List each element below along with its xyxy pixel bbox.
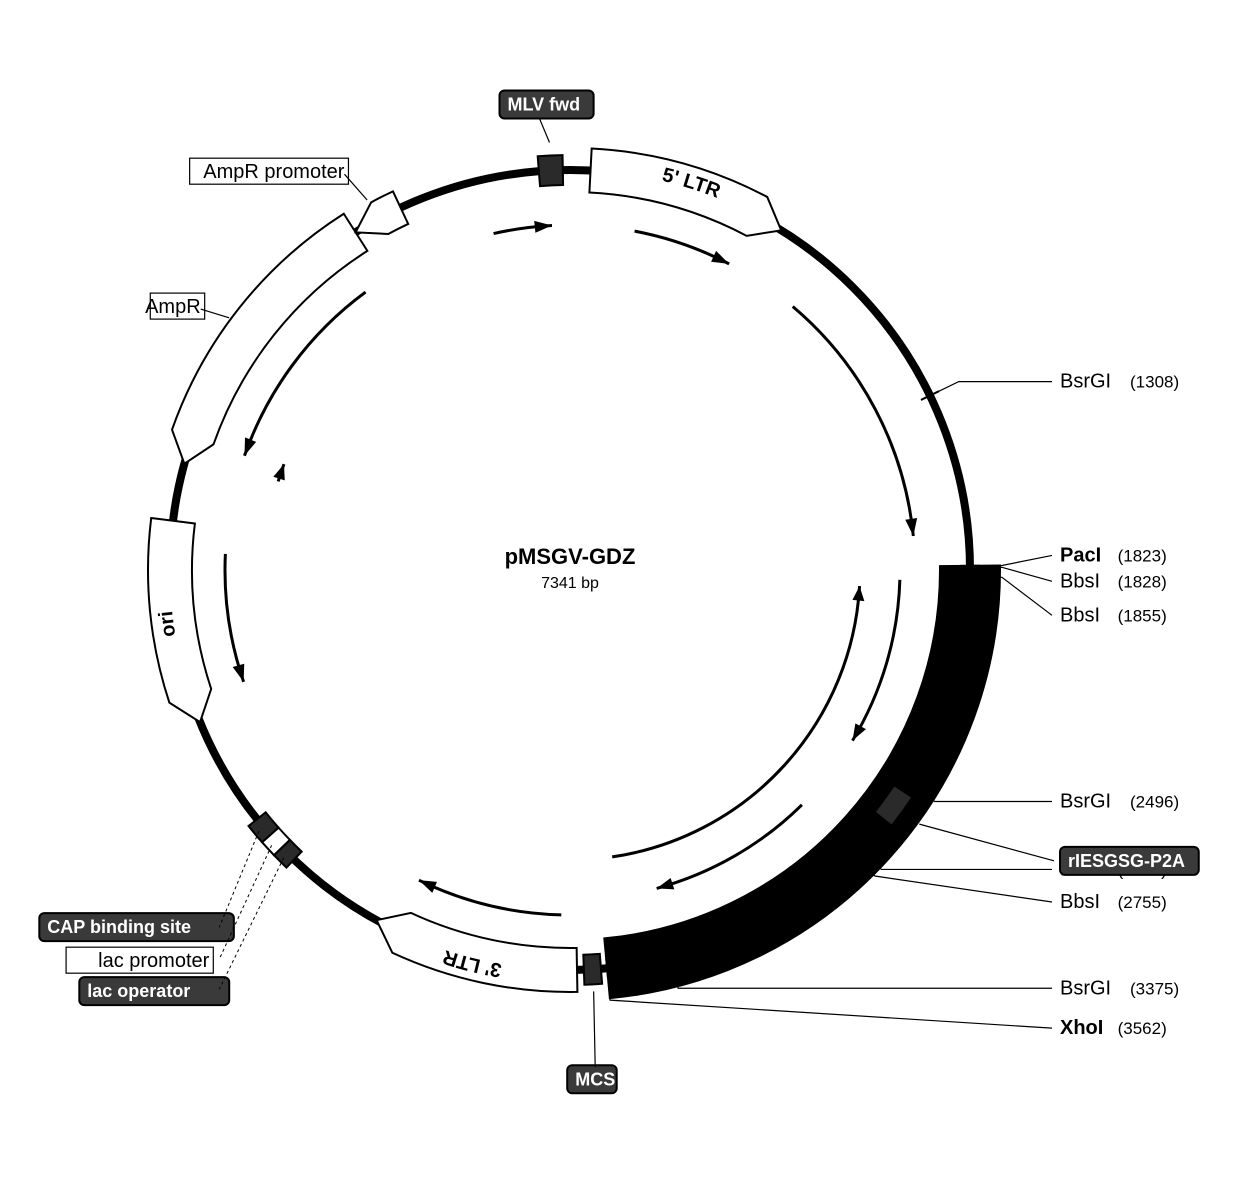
site-leader-0 (934, 382, 1052, 394)
inner-arrowhead-5 (852, 586, 864, 601)
inner-arc-7 (225, 554, 244, 682)
site-label-XhoI-3562: XhoI (3562) (1060, 1017, 1167, 1039)
site-leader-1 (974, 555, 1052, 565)
site-label-BbsI-1855: BbsI (1855) (1060, 604, 1167, 626)
site-enzyme: XhoI (1060, 1017, 1103, 1039)
site-label-BsrGI-2496: BsrGI (2496) (1060, 790, 1179, 812)
site-label-BbsI-1828: BbsI (1828) (1060, 570, 1167, 592)
site-label-PacI-1823: PacI (1823) (1060, 544, 1167, 566)
plasmid-size: 7341 bp (541, 575, 599, 592)
feature-ampr (172, 214, 367, 464)
ampr-promoter-label: AmpR promoter (203, 161, 344, 183)
feature-label-ori: ori (155, 610, 180, 638)
inner-arrowhead-6 (419, 880, 437, 893)
site-enzyme: PacI (1060, 544, 1101, 566)
site-pos: (1823) (1118, 546, 1167, 565)
inner-arrowhead-4 (657, 878, 675, 889)
site-enzyme: BsrGI (1060, 371, 1111, 393)
mlv-fwd-label: MLV fwd (507, 94, 580, 114)
inner-arrowhead-9 (273, 464, 284, 480)
site-pos: (3562) (1118, 1019, 1167, 1038)
lac-operator-label: lac operator (87, 981, 190, 1001)
p2a-label: rIESGSG-P2A (1068, 851, 1185, 871)
plasmid-map: pMSGV-GDZ7341 bp5' LTR3' LTRoriBsrGI(130… (0, 0, 1240, 1184)
inner-arrowhead-3 (852, 723, 865, 740)
inner-arc-3 (852, 580, 899, 741)
feature-mlv-fwd (538, 155, 563, 186)
site-pos: (1308) (1130, 373, 1179, 392)
site-label-BsrGI-3375: BsrGI (3375) (1060, 977, 1179, 999)
site-enzyme: BbsI (1060, 604, 1100, 626)
site-pos: (1855) (1118, 606, 1167, 625)
inner-arrowhead-0 (711, 251, 729, 264)
feature-ampr-prom (356, 191, 409, 234)
leader (539, 118, 549, 142)
site-enzyme: BsrGI (1060, 977, 1111, 999)
lac-promoter-label: lac promoter (98, 950, 209, 972)
ampr-label: AmpR (145, 296, 201, 318)
inner-arrowhead-2 (905, 518, 917, 536)
site-enzyme: BsrGI (1060, 790, 1111, 812)
inner-arc-6 (419, 880, 561, 915)
site-pos: (3375) (1130, 979, 1179, 998)
leader (344, 174, 367, 200)
site-enzyme: BbsI (1060, 570, 1100, 592)
cap-binding-site-label: CAP binding site (47, 917, 191, 937)
plasmid-name: pMSGV-GDZ (505, 544, 636, 569)
inner-arrowhead-7 (233, 664, 245, 682)
feature-three-ltr (377, 913, 578, 992)
inner-arc-5 (612, 586, 859, 857)
feature-mcs (583, 954, 602, 985)
site-label-BsrGI-1308: BsrGI (1308) (1060, 371, 1179, 393)
feature-insert (604, 565, 1000, 998)
site-pos: (2496) (1130, 792, 1179, 811)
leader (919, 824, 1054, 861)
site-enzyme: BbsI (1060, 891, 1100, 913)
site-pos: (2755) (1118, 893, 1167, 912)
mcs-label: MCS (575, 1069, 615, 1089)
inner-arrowhead-8 (244, 437, 256, 455)
site-pos: (1828) (1118, 572, 1167, 591)
leader (594, 991, 596, 1067)
site-label-BbsI-2755: BbsI (2755) (1060, 891, 1167, 913)
